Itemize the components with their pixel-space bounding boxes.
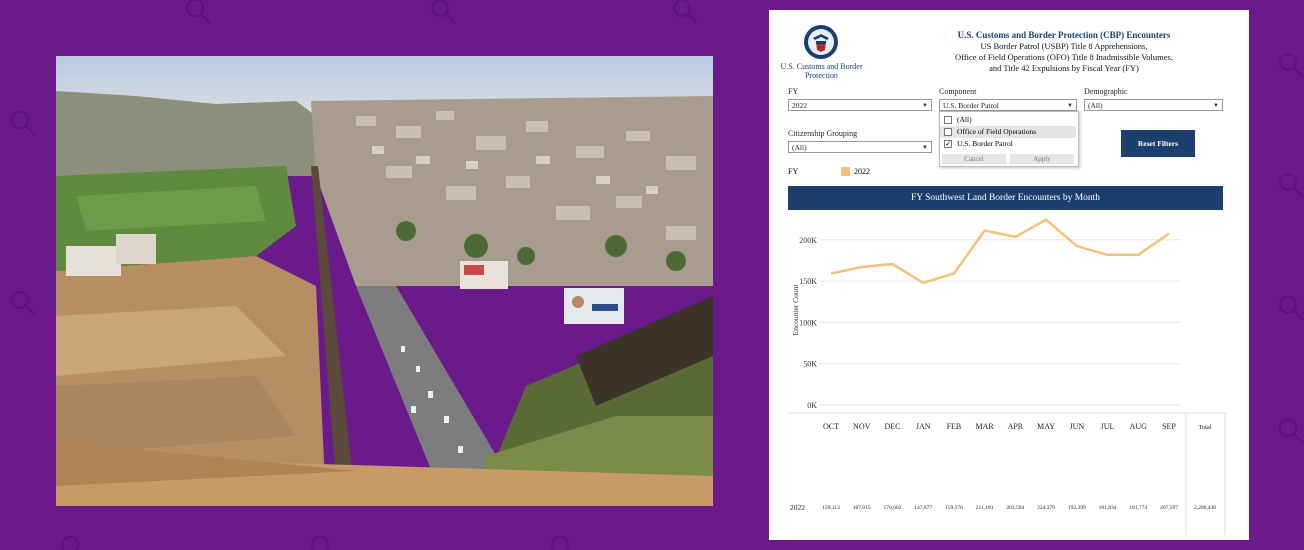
table-cell: 167,015 <box>853 505 871 511</box>
fy-filter-label: FY <box>788 87 799 96</box>
x-tick-label: MAY <box>1037 422 1055 431</box>
legend-swatch <box>841 167 850 176</box>
fy-filter-select[interactable]: 2022 ▼ <box>788 99 932 111</box>
cbp-logo: U.S. Customs and Border Protection <box>779 22 864 82</box>
dashboard-header: U.S. Customs and Border Protection (CBP)… <box>889 30 1239 74</box>
x-tick-label: APR <box>1008 422 1024 431</box>
component-filter-select[interactable]: U.S. Border Patrol ▼ <box>939 99 1077 111</box>
checkbox[interactable]: ✓ <box>944 140 952 148</box>
fy-filter-value: 2022 <box>792 101 807 110</box>
table-cell: 170,602 <box>884 505 902 511</box>
component-filter-label: Component <box>939 87 977 96</box>
cancel-button[interactable]: Cancel <box>942 154 1006 164</box>
x-tick-label: FEB <box>947 422 962 431</box>
x-tick-label: SEP <box>1162 422 1176 431</box>
table-cell: 207,597 <box>1160 505 1178 511</box>
dropdown-item-ofo[interactable]: Office of Field Operations <box>940 126 1076 138</box>
table-total-value: 2,206,436 <box>1194 505 1216 511</box>
table-cell: 224,370 <box>1037 505 1055 511</box>
dashboard-subtitle-line-1: US Border Patrol (USBP) Title 8 Apprehen… <box>980 41 1148 51</box>
y-tick-label: 150K <box>799 277 817 286</box>
component-dropdown-menu: (All) Office of Field Operations ✓ U.S. … <box>939 111 1079 167</box>
y-tick-label: 0K <box>807 401 817 410</box>
checkbox[interactable] <box>944 116 952 124</box>
x-tick-label: OCT <box>823 422 839 431</box>
dropdown-item-all[interactable]: (All) <box>940 114 1076 126</box>
dashboard-subtitle-line-3: and Title 42 Expulsions by Fiscal Year (… <box>989 63 1139 73</box>
table-cell: 181,774 <box>1129 505 1147 511</box>
citizenship-filter-value: (All) <box>792 143 807 152</box>
x-tick-label: MAR <box>976 422 995 431</box>
y-tick-label: 200K <box>799 236 817 245</box>
chevron-down-icon: ▼ <box>1067 103 1073 109</box>
reset-filters-button[interactable]: Reset Filters <box>1121 130 1195 157</box>
y-tick-label: 100K <box>799 318 817 327</box>
table-cell: 159,113 <box>822 505 840 511</box>
chevron-down-icon: ▼ <box>922 145 928 151</box>
x-tick-label: DEC <box>884 422 900 431</box>
table-cell: 203,504 <box>1006 505 1024 511</box>
cbp-logo-text: U.S. Customs and Border Protection <box>780 62 863 80</box>
table-cell: 192,399 <box>1068 505 1086 511</box>
legend-value: 2022 <box>854 167 870 176</box>
y-axis-label: Encounter Count <box>791 284 800 336</box>
component-filter-value: U.S. Border Patrol <box>943 101 999 110</box>
chevron-down-icon: ▼ <box>1213 103 1219 109</box>
chart-title: FY Southwest Land Border Encounters by M… <box>788 186 1223 210</box>
x-tick-label: JUL <box>1101 422 1115 431</box>
x-tick-label: AUG <box>1130 422 1148 431</box>
demographic-filter-value: (All) <box>1088 101 1103 110</box>
demographic-filter-select[interactable]: (All) ▼ <box>1084 99 1223 111</box>
cbp-dashboard-panel: U.S. Customs and Border Protection U.S. … <box>769 10 1249 540</box>
dropdown-item-label: U.S. Border Patrol <box>957 139 1013 148</box>
table-total-header: Total <box>1198 424 1211 431</box>
demographic-filter-label: Demographic <box>1084 87 1128 96</box>
table-cell: 147,877 <box>914 505 932 511</box>
encounters-line-chart: 0K 50K 100K 150K 200K Encounter Count OCT 159,1… <box>788 218 1227 535</box>
border-landscape-photo <box>56 56 713 506</box>
dashboard-title: U.S. Customs and Border Protection (CBP)… <box>957 30 1171 40</box>
table-cell: 159,170 <box>945 505 963 511</box>
checkbox[interactable] <box>944 128 952 136</box>
table-cell: 211,181 <box>976 505 994 511</box>
citizenship-filter-select[interactable]: (All) ▼ <box>788 141 932 153</box>
table-cell: 181,834 <box>1099 505 1117 511</box>
y-tick-label: 50K <box>803 360 817 369</box>
table-row-label: 2022 <box>790 503 805 512</box>
x-tick-label: NOV <box>853 422 871 431</box>
x-tick-label: JAN <box>916 422 931 431</box>
apply-button[interactable]: Apply <box>1010 154 1074 164</box>
dropdown-item-label: Office of Field Operations <box>957 127 1037 136</box>
legend-label: FY <box>788 167 799 176</box>
citizenship-filter-label: Citizenship Grouping <box>788 129 858 138</box>
series-line-2022 <box>830 218 1170 285</box>
x-tick-label: JUN <box>1069 422 1084 431</box>
dropdown-item-usbp[interactable]: ✓ U.S. Border Patrol <box>940 138 1076 150</box>
dashboard-subtitle-line-2: Office of Field Operations (OFO) Title 8… <box>955 52 1173 62</box>
dropdown-item-label: (All) <box>957 115 972 124</box>
dhs-seal-icon <box>804 25 838 59</box>
chevron-down-icon: ▼ <box>922 103 928 109</box>
